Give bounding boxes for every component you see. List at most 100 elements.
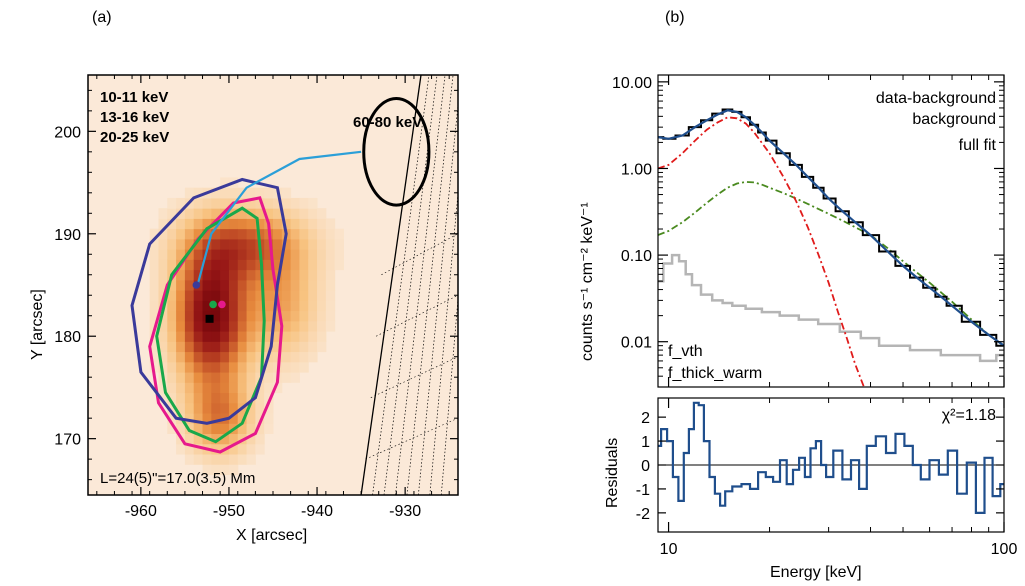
heatmap-cell: [290, 331, 300, 342]
heatmap-cell: [176, 382, 186, 394]
heatmap-cell: [211, 320, 221, 332]
y-tick-label-a: 200: [54, 124, 81, 141]
chi2-label: χ²=1.18: [942, 407, 996, 424]
panel-label-b: (b): [665, 9, 685, 26]
heatmap-cell: [211, 249, 221, 260]
heatmap-cell: [167, 249, 177, 260]
heatmap-cell: [255, 320, 265, 332]
heatmap-cell: [167, 413, 177, 424]
heatmap-cell: [220, 187, 230, 199]
heatmap-cell: [264, 290, 274, 301]
heatmap-cell: [202, 464, 212, 476]
heatmap-cell: [317, 238, 327, 250]
heatmap-cell: [220, 423, 230, 435]
heatmap-cell: [158, 269, 168, 281]
heatmap-cell: [325, 290, 336, 301]
heatmap-cell: [149, 310, 159, 322]
heatmap-cell: [220, 402, 230, 414]
heatmap-cell: [202, 208, 212, 219]
heatmap-cell: [158, 382, 168, 394]
heatmap-cell: [220, 433, 230, 445]
heatmap-cell: [246, 351, 256, 363]
heatmap-cell: [149, 259, 159, 271]
heatmap-cell: [246, 402, 256, 414]
heatmap-cell: [184, 269, 195, 281]
limb-grid-line: [365, 417, 458, 460]
heatmap-cell: [246, 433, 256, 445]
heatmap-cell: [193, 187, 204, 199]
heatmap-cell: [202, 197, 212, 209]
heatmap-cell: [149, 238, 159, 250]
heatmap-cell: [237, 290, 248, 301]
heatmap-cell: [193, 372, 204, 383]
heatmap-cell: [237, 320, 248, 332]
heatmap-cell: [255, 443, 265, 455]
heatmap-cell: [308, 218, 318, 230]
heatmap-cell: [184, 382, 195, 394]
contour-60-80-kev: [362, 97, 431, 207]
y-tick-label-b: 1.00: [621, 161, 652, 178]
heatmap-cell: [281, 361, 292, 373]
heatmap-cell: [220, 454, 230, 465]
series-background: [658, 253, 1004, 363]
heatmap-cell: [211, 331, 221, 342]
heatmap-cell: [211, 423, 221, 435]
heatmap-cell: [149, 341, 159, 353]
legend-background: background: [912, 111, 996, 128]
heatmap-cell: [211, 361, 221, 373]
heatmap-cell: [246, 197, 256, 209]
contours: [130, 97, 431, 454]
heatmap-cell: [193, 269, 204, 281]
heatmap-cell: [176, 300, 186, 312]
heatmap-cell: [299, 279, 309, 291]
heatmap-cell: [176, 443, 186, 455]
heatmap-cell: [228, 402, 239, 414]
heatmap-cell: [264, 259, 274, 271]
heatmap-cell: [255, 433, 265, 445]
heatmap-cell: [220, 279, 230, 291]
heatmap-cell: [246, 279, 256, 291]
heatmap-cell: [290, 372, 300, 383]
heatmap-cell: [237, 208, 248, 219]
heatmap-cell: [193, 300, 204, 312]
heatmap-cell: [264, 300, 274, 312]
heatmap-cell: [228, 310, 239, 322]
heatmap-cell: [202, 320, 212, 332]
heatmap-cell: [167, 392, 177, 404]
heatmap-cell: [264, 341, 274, 353]
heatmap-cell: [176, 402, 186, 414]
heatmap-cell: [228, 320, 239, 332]
y-tick-label-b: 0.10: [621, 248, 652, 265]
heatmap-cell: [317, 218, 327, 230]
heatmap-cell: [317, 310, 327, 322]
heatmap-cell: [281, 290, 292, 301]
heatmap-cell: [176, 197, 186, 209]
heatmap-cell: [237, 351, 248, 363]
heatmap-cell: [211, 228, 221, 240]
y-tick-label-r: 1: [641, 434, 650, 451]
heatmap-cell: [246, 341, 256, 353]
heatmap-cell: [246, 269, 256, 281]
heatmap-cell: [299, 341, 309, 353]
heatmap-cell: [202, 361, 212, 373]
y-tick-label-a: 190: [54, 227, 81, 244]
x-tick-label-a: -930: [389, 503, 421, 520]
heatmap-cell: [211, 443, 221, 455]
heatmap-cell: [246, 320, 256, 332]
heatmap-cell: [308, 320, 318, 332]
heatmap-cell: [228, 454, 239, 465]
heatmap-cell: [290, 290, 300, 301]
heatmap-cell: [299, 197, 309, 209]
heatmap-cell: [273, 351, 283, 363]
heatmap-cell: [202, 290, 212, 301]
heatmap-cell: [211, 413, 221, 424]
heatmap-cell: [193, 208, 204, 219]
heatmap-cell: [167, 320, 177, 332]
heatmap-cell: [184, 402, 195, 414]
heatmap-cell: [317, 269, 327, 281]
heatmap-cell: [167, 361, 177, 373]
heatmap-cell: [299, 238, 309, 250]
heatmap-cell: [299, 259, 309, 271]
heatmap-cell: [184, 443, 195, 455]
heatmap-cell: [176, 310, 186, 322]
